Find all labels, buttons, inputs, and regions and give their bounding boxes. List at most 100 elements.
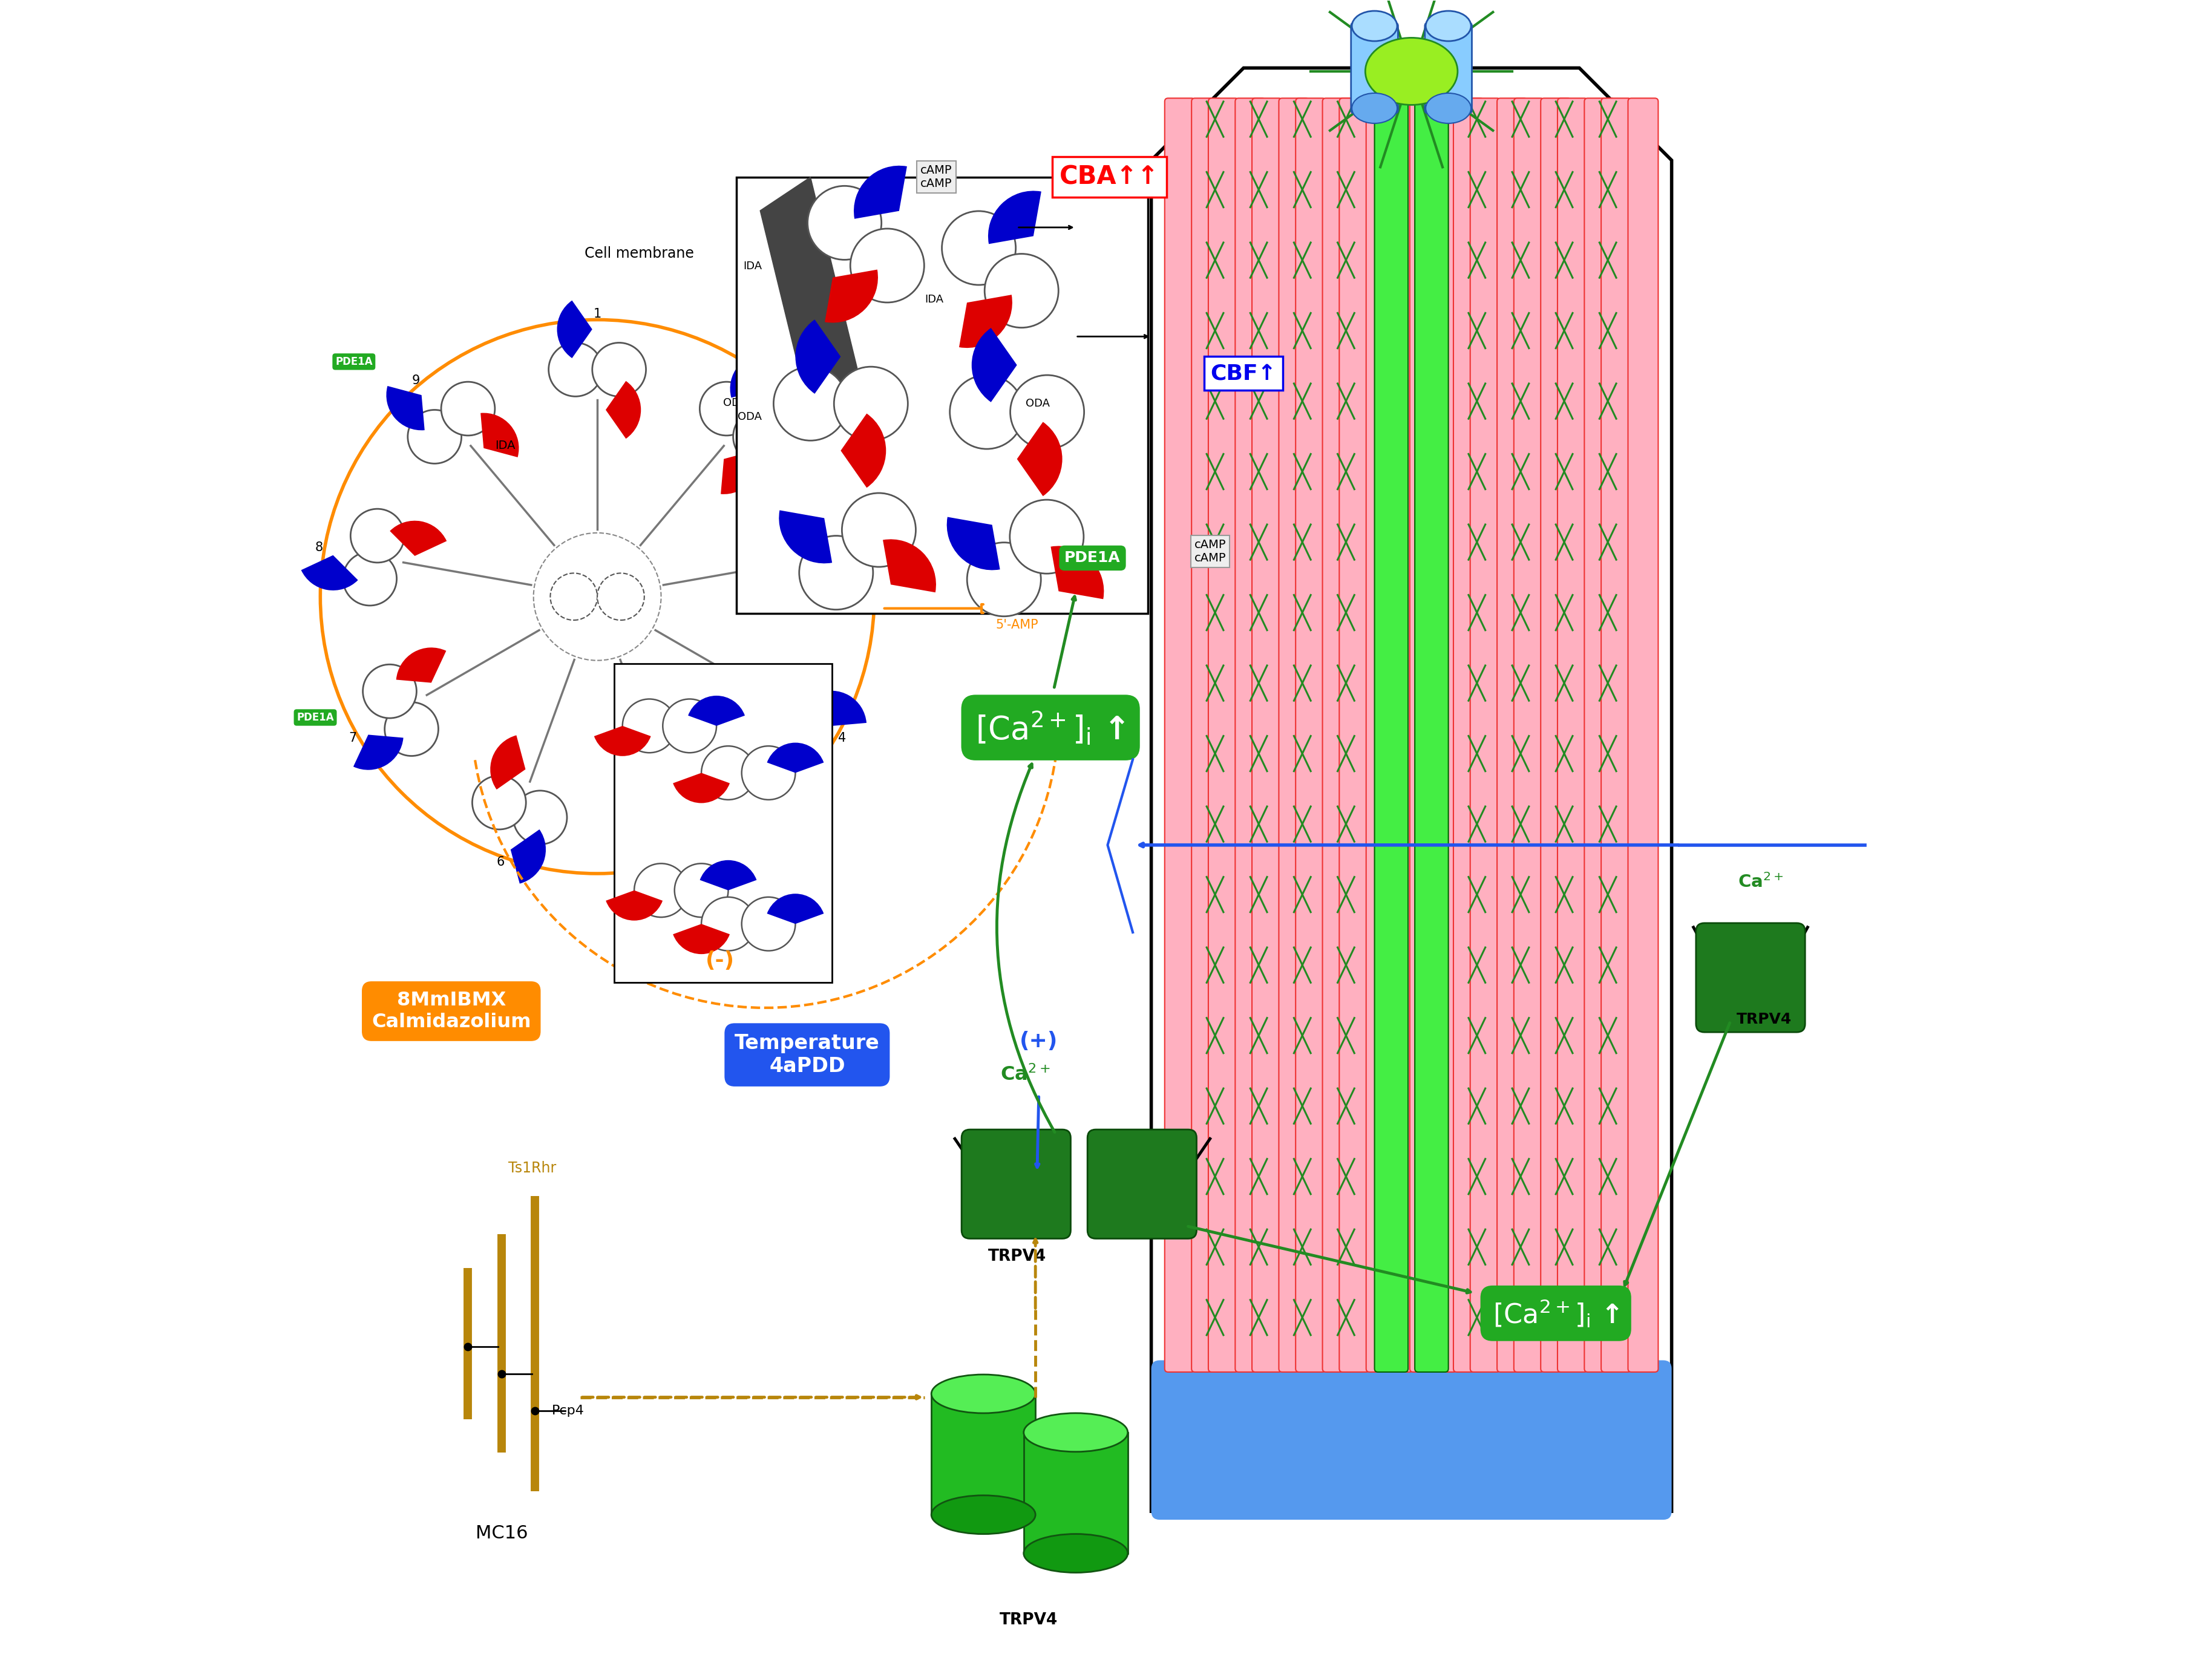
Wedge shape [489,736,527,790]
Circle shape [592,343,647,396]
Text: cAMP
cAMP: cAMP cAMP [920,165,953,190]
Circle shape [985,254,1058,328]
Circle shape [350,509,404,563]
FancyBboxPatch shape [931,1394,1036,1515]
Polygon shape [1151,67,1672,1512]
FancyBboxPatch shape [1339,97,1370,1373]
Circle shape [773,366,848,440]
Wedge shape [721,450,758,494]
Ellipse shape [931,1495,1036,1534]
Circle shape [741,746,795,800]
Wedge shape [511,830,546,884]
Wedge shape [594,726,651,756]
Text: Temperature
4aPDD: Temperature 4aPDD [734,1033,881,1077]
Text: (-): (-) [706,951,734,971]
FancyBboxPatch shape [1374,97,1407,1373]
Wedge shape [758,573,815,608]
FancyBboxPatch shape [1151,1361,1672,1520]
FancyBboxPatch shape [1383,97,1414,1373]
Wedge shape [730,353,769,398]
Wedge shape [699,860,756,890]
Circle shape [548,343,603,396]
FancyBboxPatch shape [1540,97,1571,1373]
Text: PDE1A: PDE1A [1064,551,1121,564]
Wedge shape [828,511,885,546]
FancyBboxPatch shape [1366,97,1396,1373]
Text: Ca$^{2+}$: Ca$^{2+}$ [1001,1065,1051,1085]
FancyBboxPatch shape [1514,97,1545,1373]
Ellipse shape [1427,10,1471,40]
FancyBboxPatch shape [1628,97,1658,1373]
Text: 1: 1 [594,307,601,321]
Polygon shape [760,176,865,437]
Wedge shape [946,517,1001,570]
Text: Ts1Rhr: Ts1Rhr [509,1161,557,1176]
Wedge shape [395,647,446,682]
Circle shape [675,864,728,917]
Text: 5'-AMP: 5'-AMP [996,620,1038,632]
Text: 8MmIBMX
Calmidazolium: 8MmIBMX Calmidazolium [371,991,531,1032]
Wedge shape [688,696,745,726]
Circle shape [800,536,874,610]
Wedge shape [883,539,935,593]
Wedge shape [817,690,867,726]
Circle shape [756,702,811,756]
Text: 8: 8 [315,541,323,554]
Circle shape [1009,375,1084,449]
Circle shape [778,664,832,717]
FancyBboxPatch shape [1453,97,1484,1373]
Text: IDA: IDA [743,260,763,272]
FancyBboxPatch shape [1497,97,1527,1373]
Text: PDE1A: PDE1A [461,1016,498,1026]
Ellipse shape [1353,10,1396,40]
FancyBboxPatch shape [1208,97,1239,1373]
Circle shape [441,381,494,435]
Circle shape [363,664,417,717]
Text: 4: 4 [839,732,846,744]
Circle shape [551,573,597,620]
Circle shape [627,791,682,845]
FancyBboxPatch shape [1416,97,1449,1373]
Text: IDA: IDA [494,440,516,452]
Circle shape [741,897,795,951]
Text: 9: 9 [411,375,420,386]
FancyBboxPatch shape [1025,1433,1127,1554]
Text: $[\rm{Ca}^{2+}]_i$ ↑: $[\rm{Ca}^{2+}]_i$ ↑ [975,709,1125,746]
Wedge shape [1016,422,1062,496]
Ellipse shape [1427,92,1471,123]
FancyBboxPatch shape [1235,97,1265,1373]
Circle shape [597,573,645,620]
Circle shape [798,551,852,605]
Wedge shape [618,754,653,810]
Circle shape [343,551,398,605]
Text: PDE1A: PDE1A [334,356,371,368]
Circle shape [513,791,566,845]
FancyBboxPatch shape [614,664,832,983]
Text: 5: 5 [690,857,697,869]
Text: ODA: ODA [1025,398,1049,410]
Circle shape [950,375,1025,449]
Circle shape [385,702,439,756]
Text: (+): (+) [1020,1032,1058,1052]
Wedge shape [972,328,1016,402]
FancyBboxPatch shape [1471,97,1501,1373]
Circle shape [701,897,756,951]
Wedge shape [767,743,824,773]
Circle shape [942,212,1016,286]
Ellipse shape [1353,92,1396,123]
Circle shape [734,410,787,464]
FancyBboxPatch shape [1425,22,1473,113]
Circle shape [699,381,754,435]
Text: CBA↑↑: CBA↑↑ [1060,165,1158,190]
Wedge shape [605,890,662,921]
Circle shape [662,699,717,753]
Circle shape [409,410,461,464]
Ellipse shape [931,1374,1036,1413]
Wedge shape [778,511,832,563]
Text: ODA: ODA [723,398,747,408]
Circle shape [669,776,723,830]
Circle shape [968,543,1040,617]
Circle shape [850,228,924,302]
Circle shape [791,509,843,563]
Text: IDA: IDA [924,294,944,306]
